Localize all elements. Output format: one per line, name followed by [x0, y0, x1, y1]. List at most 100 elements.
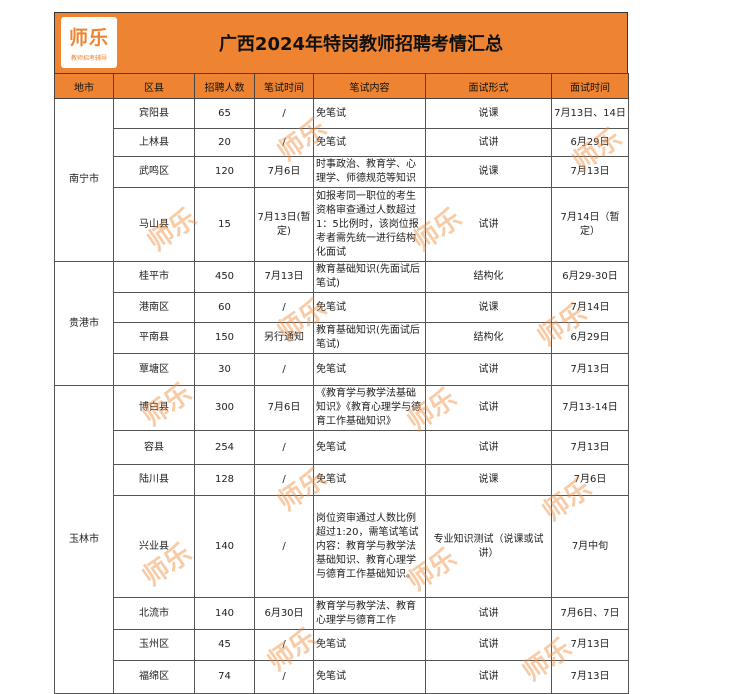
exam-content-cell: 如报考同一职位的考生资格审查通过人数超过1：5比例时，该岗位报考者需先统一进行结… [313, 187, 426, 262]
exam-content-cell: 免笔试 [313, 629, 426, 661]
table-row: 玉林市 博白县 300 7月6日 《教育学与教学法基础知识》《教育心理学与德育工作基础知… [54, 385, 629, 694]
table-row: 玉州区 45/免笔试 试讲 7月13日 [55, 629, 629, 661]
interview-format-cell: 试讲 [425, 660, 552, 694]
table-row: 容县 254/免笔试 试讲 7月13日 [55, 430, 629, 465]
district-cell: 福绵区 [113, 660, 195, 694]
positions-cell: 30 [194, 353, 255, 386]
positions-cell: 74 [194, 660, 255, 694]
district-cell: 北流市 [113, 597, 195, 630]
district-cell: 兴业县 [113, 495, 195, 598]
exam-date-cell: 7月13日 [254, 261, 314, 293]
logo: 师乐 教师招考辅导 [61, 17, 117, 68]
exam-content-cell: 教育学与教学法、教育心理学与德育工作 [313, 597, 426, 630]
exam-content-cell: 教育基础知识(先面试后笔试) [313, 322, 426, 354]
positions-cell: 20 [194, 128, 255, 157]
interview-format-cell: 试讲 [425, 430, 552, 465]
exam-content-cell: 免笔试 [313, 292, 426, 323]
positions-cell: 254 [194, 430, 255, 465]
interview-format-cell: 结构化 [425, 322, 552, 354]
positions-cell: 65 [194, 98, 255, 129]
table-row: 马山县 15 7月13日(暂定) 如报考同一职位的考生资格审查通过人数超过1：5比例时… [55, 187, 629, 262]
district-cell: 陆川县 [113, 464, 195, 496]
interview-date-cell: 6月29日 [551, 128, 629, 157]
interview-format-cell: 试讲 [425, 629, 552, 661]
exam-date-cell: 6月30日 [254, 597, 314, 630]
interview-date-cell: 7月6日、7日 [551, 597, 629, 630]
interview-format-cell: 试讲 [425, 187, 552, 262]
positions-cell: 450 [194, 261, 255, 293]
recruitment-table: 地市 区县 招聘人数 笔试时间 笔试内容 面试形式 面试时间 南宁市 宾阳县 65/免笔试 说课 7… [54, 73, 629, 694]
positions-cell: 15 [194, 187, 255, 262]
exam-date-cell: / [254, 292, 314, 323]
interview-date-cell: 7月13日、14日 [551, 98, 629, 129]
column-header-interview-format: 面试形式 [425, 73, 552, 99]
city-cell: 贵港市 [54, 261, 114, 386]
interview-format-cell: 试讲 [425, 385, 552, 431]
table-row: 兴业县 140/岗位资审通过人数比例超过1:20，需笔试笔试内容：教育学与教学法基… [55, 495, 629, 598]
table-row: 上林县 20/免笔试 试讲 6月29日 [55, 128, 629, 157]
exam-date-cell: 7月6日 [254, 385, 314, 431]
table-row: 武鸣区 120 7月6日 时事政治、教育学、心理学、师德规范等知识 说课 7月13日 [55, 156, 629, 188]
column-header-district: 区县 [113, 73, 195, 99]
interview-format-cell: 说课 [425, 464, 552, 496]
interview-format-cell: 说课 [425, 156, 552, 188]
interview-date-cell: 7月中旬 [551, 495, 629, 598]
city-cell: 玉林市 [54, 385, 114, 694]
district-cell: 容县 [113, 430, 195, 465]
interview-date-cell: 7月13日 [551, 430, 629, 465]
interview-date-cell: 7月13日 [551, 353, 629, 386]
title-bar: 师乐 教师招考辅导 广西2024年特岗教师招聘考情汇总 [54, 12, 628, 73]
exam-date-cell: / [254, 430, 314, 465]
column-header-positions: 招聘人数 [194, 73, 255, 99]
exam-date-cell: / [254, 128, 314, 157]
column-header-exam-content: 笔试内容 [313, 73, 426, 99]
exam-content-cell: 时事政治、教育学、心理学、师德规范等知识 [313, 156, 426, 188]
positions-cell: 300 [194, 385, 255, 431]
exam-content-cell: 免笔试 [313, 430, 426, 465]
district-cell: 港南区 [113, 292, 195, 323]
district-cell: 桂平市 [113, 261, 195, 293]
page-title: 广西2024年特岗教师招聘考情汇总 [218, 34, 504, 55]
interview-date-cell: 7月13日 [551, 156, 629, 188]
exam-content-cell: 免笔试 [313, 98, 426, 129]
district-cell: 玉州区 [113, 629, 195, 661]
column-header-exam-date: 笔试时间 [254, 73, 314, 99]
interview-format-cell: 试讲 [425, 353, 552, 386]
positions-cell: 140 [194, 597, 255, 630]
header-row: 地市 区县 招聘人数 笔试时间 笔试内容 面试形式 面试时间 [54, 73, 629, 99]
city-cell: 南宁市 [54, 98, 114, 262]
interview-date-cell: 7月6日 [551, 464, 629, 496]
exam-date-cell: 另行通知 [254, 322, 314, 354]
exam-date-cell: 7月6日 [254, 156, 314, 188]
positions-cell: 140 [194, 495, 255, 598]
table-row: 福绵区 74/免笔试 试讲 7月13日 [55, 660, 629, 694]
table-row: 南宁市 宾阳县 65/免笔试 说课 7月13日、14日 [54, 98, 629, 262]
table-row: 北流市 140 6月30日 教育学与教学法、教育心理学与德育工作 试讲 7月6日、7日 [55, 597, 629, 630]
exam-date-cell: / [254, 464, 314, 496]
exam-content-cell: 免笔试 [313, 128, 426, 157]
exam-date-cell: / [254, 98, 314, 129]
interview-format-cell: 结构化 [425, 261, 552, 293]
table-row: 贵港市 桂平市 450 7月13日 教育基础知识(先面试后笔试) 结构化 6月29-30日 [54, 261, 629, 386]
exam-content-cell: 《教育学与教学法基础知识》《教育心理学与德育工作基础知识》 [313, 385, 426, 431]
summary-sheet: 师乐 教师招考辅导 广西2024年特岗教师招聘考情汇总 地市 区县 招聘人数 笔试时间… [54, 12, 629, 694]
district-cell: 上林县 [113, 128, 195, 157]
positions-cell: 60 [194, 292, 255, 323]
logo-tagline: 教师招考辅导 [70, 55, 107, 62]
interview-date-cell: 6月29日 [551, 322, 629, 354]
interview-format-cell: 试讲 [425, 597, 552, 630]
district-cell: 武鸣区 [113, 156, 195, 188]
exam-date-cell: / [254, 660, 314, 694]
positions-cell: 128 [194, 464, 255, 496]
interview-format-cell: 专业知识测试（说课或试讲） [425, 495, 552, 598]
exam-content-cell: 免笔试 [313, 464, 426, 496]
positions-cell: 120 [194, 156, 255, 188]
logo-name: 师乐 [68, 27, 109, 49]
table-row: 港南区 60/免笔试 说课 7月14日 [55, 292, 629, 323]
column-header-city: 地市 [54, 73, 114, 99]
interview-format-cell: 试讲 [425, 128, 552, 157]
positions-cell: 150 [194, 322, 255, 354]
district-cell: 覃塘区 [113, 353, 195, 386]
district-cell: 宾阳县 [113, 98, 195, 129]
district-cell: 平南县 [113, 322, 195, 354]
